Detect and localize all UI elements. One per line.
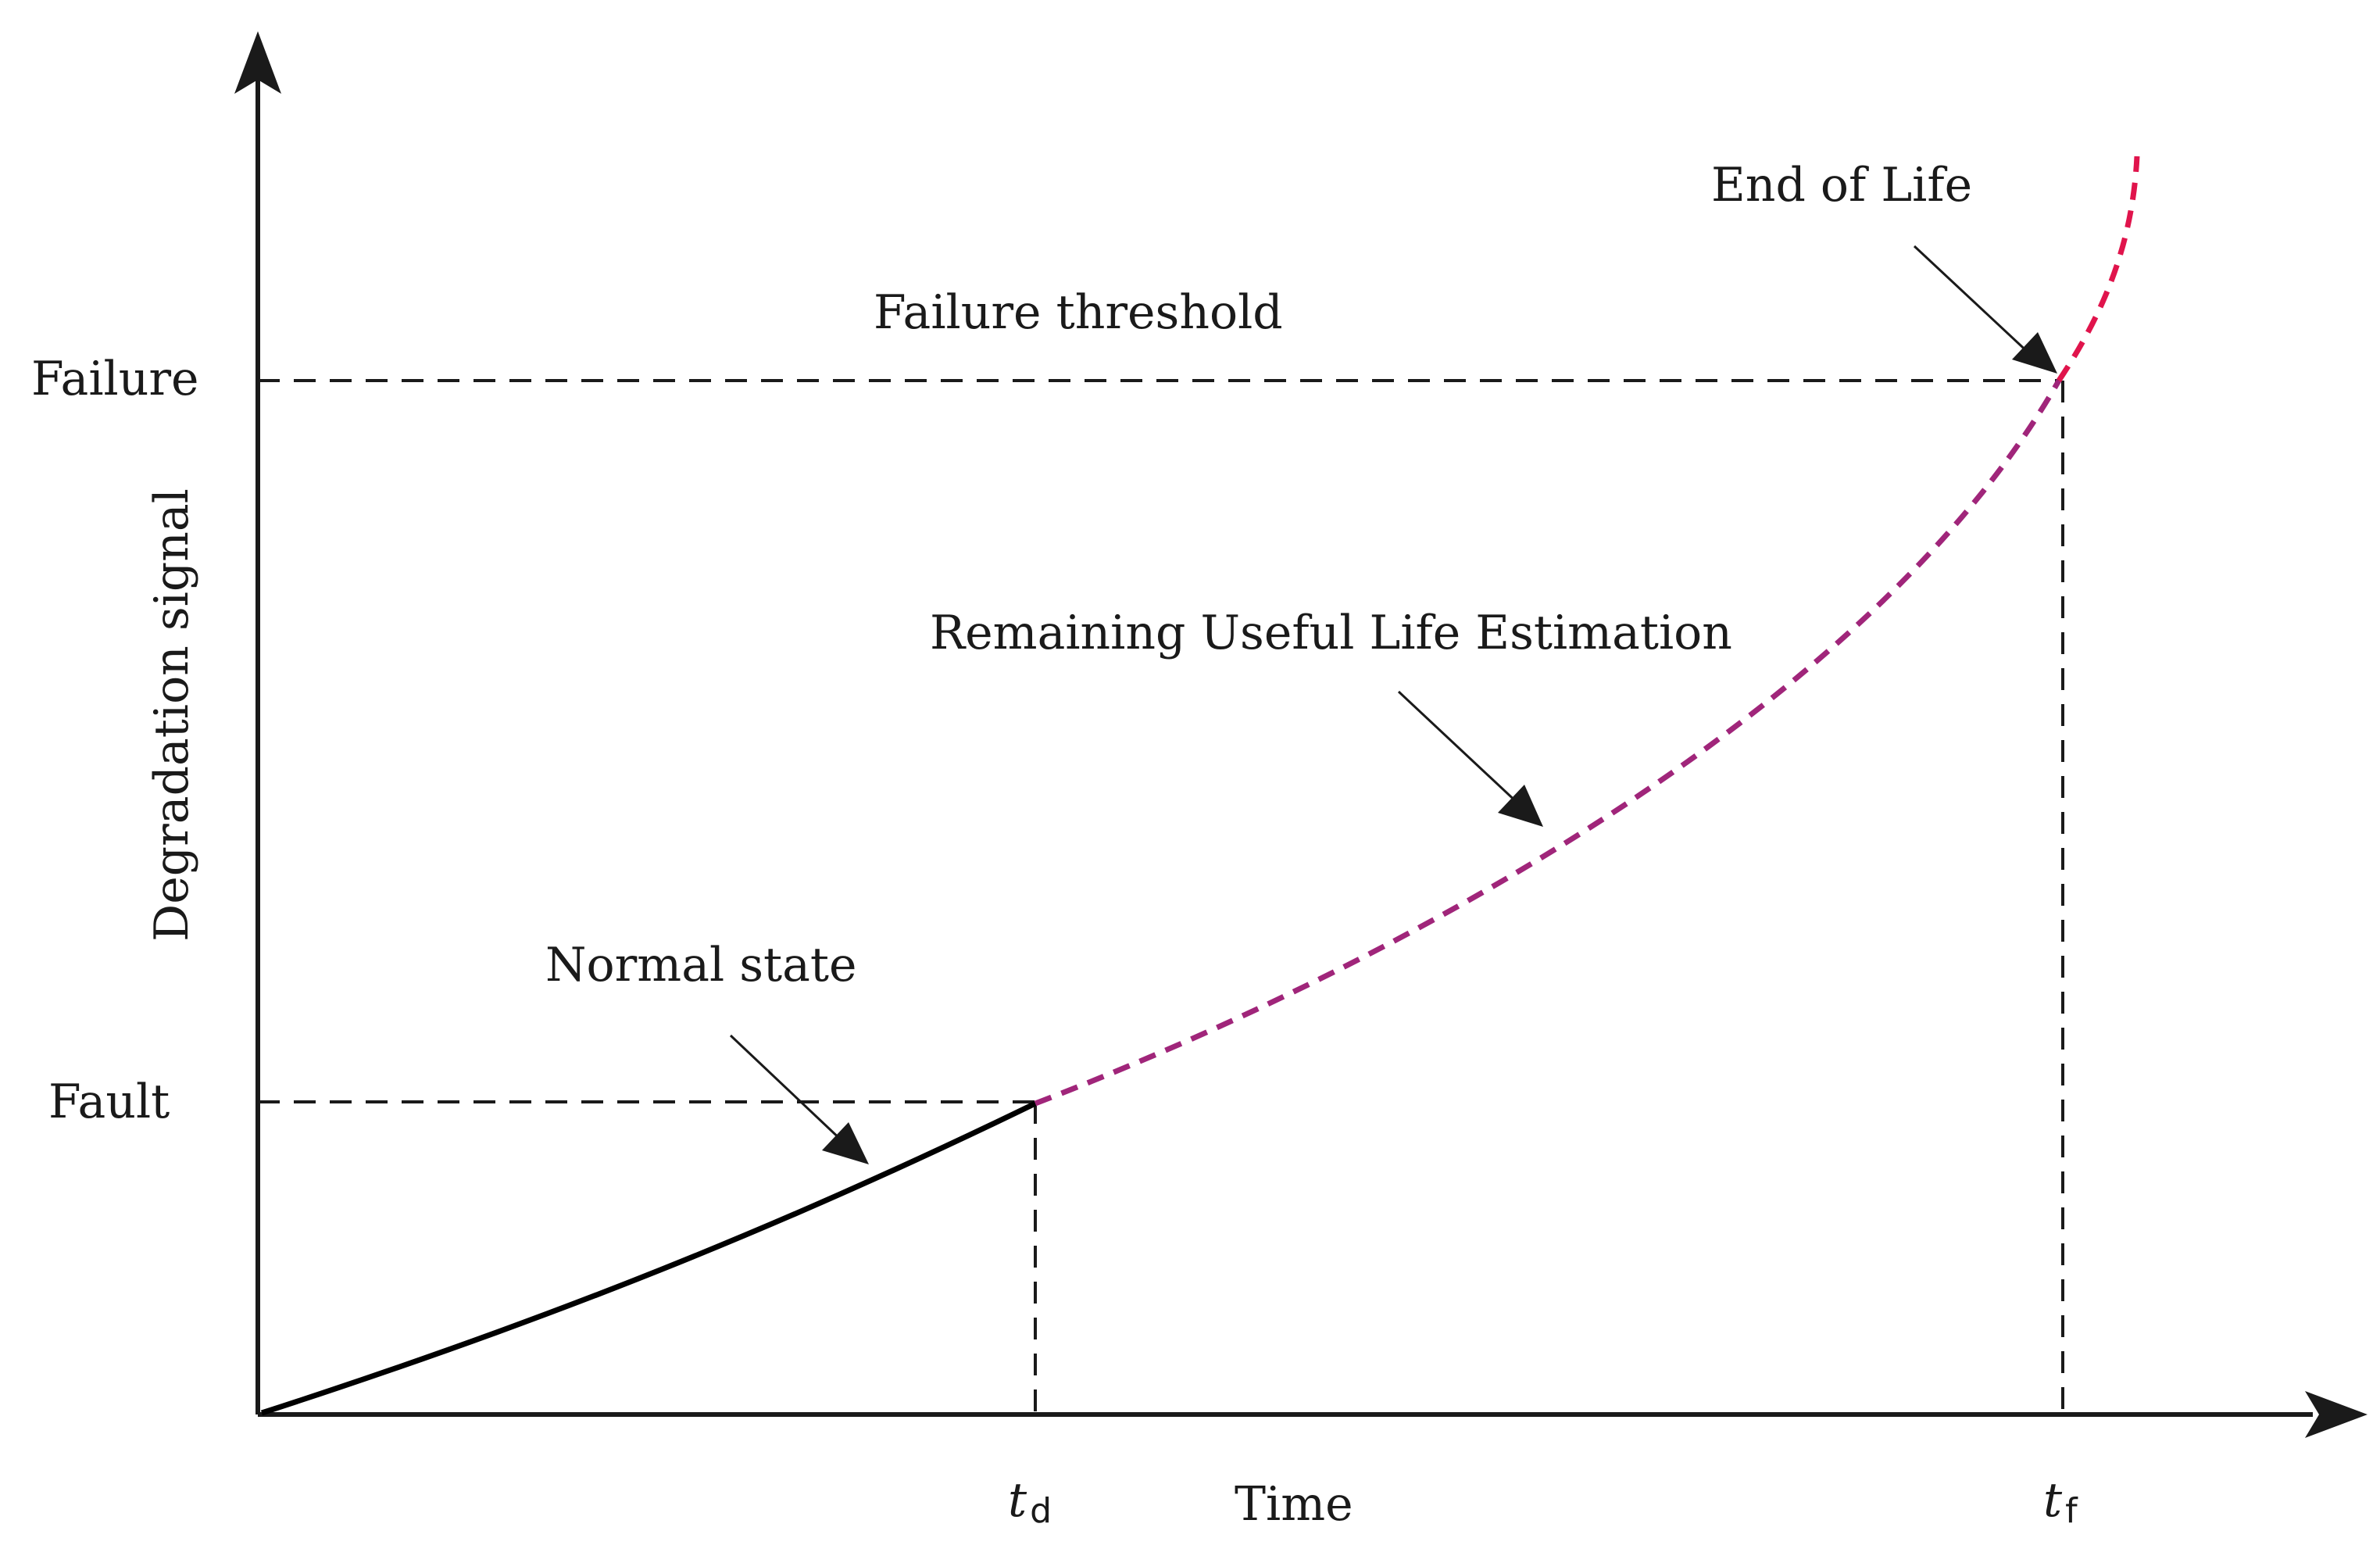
rul-estimation-curve xyxy=(1034,379,2062,1107)
rul-pointer-line xyxy=(1397,690,1521,806)
end-of-life-pointer-line xyxy=(1913,245,2033,357)
normal-state-label: Normal state xyxy=(545,938,857,992)
end-of-life-label: End of Life xyxy=(1711,158,1972,213)
degradation-curves xyxy=(260,156,2140,1416)
normal-state-curve xyxy=(260,1100,1037,1416)
tick-td-sub: d xyxy=(1030,1491,1052,1531)
rul-pointer-head xyxy=(1498,785,1543,827)
normal-state-pointer-head xyxy=(822,1122,869,1164)
tick-td: td xyxy=(1008,1473,1052,1531)
x-axis-title: Time xyxy=(1235,1477,1353,1532)
end-of-life-pointer-head xyxy=(2012,332,2057,374)
tick-tf-sub: f xyxy=(2065,1491,2078,1531)
normal-state-pointer-line xyxy=(729,1034,845,1144)
y-level-fault: Fault xyxy=(48,1075,170,1129)
tick-tf: tf xyxy=(2043,1473,2078,1531)
y-axis-title: Degradation signal xyxy=(145,488,199,942)
end-of-life-curve xyxy=(2057,156,2140,382)
tick-td-main: t xyxy=(1008,1473,1027,1528)
tick-tf-main: t xyxy=(2043,1473,2063,1528)
reference-lines xyxy=(258,379,2064,1414)
axes xyxy=(234,31,2367,1438)
x-axis-arrowhead xyxy=(2305,1391,2367,1438)
rul-estimation-label: Remaining Useful Life Estimation xyxy=(930,606,1732,660)
failure-threshold-label: Failure threshold xyxy=(874,285,1283,340)
pointer-arrows xyxy=(729,245,2057,1164)
y-level-failure: Failure xyxy=(31,352,199,406)
y-axis-arrowhead xyxy=(234,31,281,94)
text-labels: Failure Fault Degradation signal Time td… xyxy=(31,158,2078,1532)
